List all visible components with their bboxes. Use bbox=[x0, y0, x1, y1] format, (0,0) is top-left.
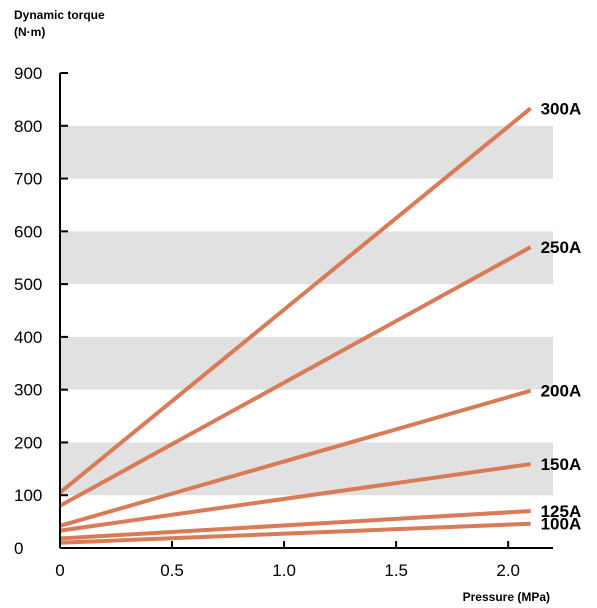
y-axis-title-line2: (N·m) bbox=[14, 25, 45, 39]
series-label: 200A bbox=[541, 382, 582, 401]
y-axis-title-line1: Dynamic torque bbox=[14, 8, 105, 22]
y-tick-label: 0 bbox=[14, 539, 23, 558]
x-axis-ticks: 0 0.5 1.0 1.5 2.0 bbox=[55, 541, 520, 580]
grid-band-0 bbox=[60, 442, 553, 495]
y-tick-label: 500 bbox=[14, 275, 42, 294]
y-tick-label: 400 bbox=[14, 328, 42, 347]
y-tick-label: 200 bbox=[14, 433, 42, 452]
x-tick-label: 0 bbox=[55, 561, 64, 580]
y-tick-label: 300 bbox=[14, 381, 42, 400]
y-tick-label: 700 bbox=[14, 170, 42, 189]
y-tick-label: 100 bbox=[14, 486, 42, 505]
grid-bands bbox=[60, 126, 553, 495]
series-label: 250A bbox=[541, 238, 582, 257]
y-tick-label: 600 bbox=[14, 222, 42, 241]
series-label: 100A bbox=[541, 515, 582, 534]
x-tick-label: 2.0 bbox=[496, 561, 520, 580]
y-tick-label: 900 bbox=[14, 64, 42, 83]
x-tick-label: 1.0 bbox=[272, 561, 296, 580]
x-axis-title: Pressure (MPa) bbox=[463, 590, 550, 604]
grid-band-1 bbox=[60, 337, 553, 390]
y-tick-label: 800 bbox=[14, 117, 42, 136]
series-label: 300A bbox=[541, 99, 582, 118]
series-label: 150A bbox=[541, 455, 582, 474]
x-tick-label: 1.5 bbox=[384, 561, 408, 580]
x-tick-label: 0.5 bbox=[160, 561, 184, 580]
